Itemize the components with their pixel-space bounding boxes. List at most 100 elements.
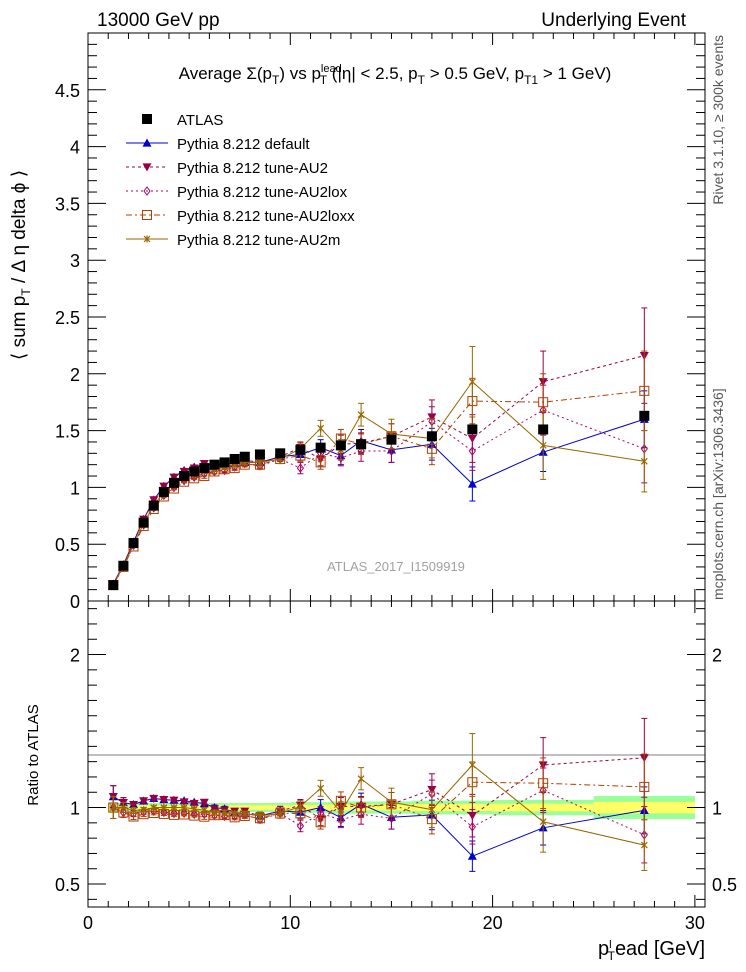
ratio-point (200, 806, 208, 814)
data-point (149, 496, 159, 505)
data-point (335, 440, 346, 451)
ratio-band-inner (229, 805, 240, 810)
ratio-point (109, 804, 117, 812)
ratio-series-AU2loxx (108, 753, 650, 835)
ratio-point (256, 812, 264, 820)
ratio-point (357, 775, 365, 783)
ratio-point (170, 804, 178, 812)
ratio-band-inner (239, 805, 250, 810)
ratio-y-axis-label: Ratio to ATLAS (25, 704, 42, 805)
ratio-y-tick-label: 2 (70, 646, 80, 666)
data-point (640, 457, 648, 465)
data-point (169, 473, 179, 482)
ratio-point (149, 794, 159, 803)
ratio-point (538, 778, 549, 789)
ratio-point (428, 806, 436, 814)
data-point (295, 444, 306, 455)
data-point (386, 434, 397, 445)
x-tick-label: 0 (83, 913, 93, 933)
data-point (296, 463, 305, 473)
ratio-point (337, 815, 345, 825)
ratio-point (639, 781, 650, 792)
ratio-point (160, 804, 168, 812)
data-point (538, 424, 549, 435)
data-point (467, 424, 478, 435)
ratio-series (108, 717, 650, 872)
data-point (468, 446, 476, 456)
data-point (356, 439, 367, 450)
legend-label: ATLAS (177, 112, 223, 129)
legend-item-AU2lox: Pythia 8.212 tune-AU2lox (126, 184, 348, 201)
legend-marker (143, 235, 151, 243)
data-point (467, 479, 477, 488)
ratio-point (129, 800, 139, 810)
data-point (239, 451, 250, 462)
data-point (158, 486, 169, 497)
data-point (148, 500, 159, 511)
ratio-point (150, 804, 158, 812)
data-point (209, 459, 220, 470)
series-ATLAS (108, 410, 650, 591)
ratio-y-tick-label-right: 0.5 (712, 875, 737, 895)
legend-item-AU2: Pythia 8.212 tune-AU2 (126, 160, 328, 177)
x-tick-label: 10 (280, 913, 300, 933)
ratio-point (139, 797, 149, 806)
tick-labels: 0 10 20 3000.511.522.533.544.50.5 0.51 12 2 (55, 81, 737, 933)
ratio-point (199, 798, 209, 807)
ratio-point (221, 809, 228, 817)
data-point (108, 580, 119, 591)
ratio-point (231, 810, 239, 818)
ratio-point (190, 805, 198, 813)
ratio-band-inner (249, 805, 271, 810)
data-point (199, 463, 210, 474)
header-left: 13000 GeV pp (97, 10, 220, 31)
y-tick-label: 2 (70, 365, 80, 385)
y-tick-label: 1 (70, 478, 80, 498)
series-line-AU2m (112, 381, 645, 586)
data-point (254, 449, 265, 460)
legend-marker (143, 186, 151, 196)
data-point (357, 411, 365, 419)
data-point (317, 424, 325, 432)
data-point (538, 397, 549, 408)
legend-marker (142, 114, 152, 124)
plot-title: Average Σ(pT) vs plead T (|η| < 2.5, pT >… (179, 63, 612, 87)
y-tick-label: 0 (70, 592, 80, 612)
ratio-point (337, 808, 345, 816)
data-point (337, 453, 345, 463)
data-point (275, 448, 286, 459)
data-point (219, 457, 230, 468)
y-tick-label: 3 (70, 251, 80, 271)
data-point (539, 441, 547, 449)
ratio-point (159, 795, 169, 805)
y-tick-label: 0.5 (55, 535, 80, 555)
data-point (179, 471, 190, 482)
ratio-point (467, 851, 477, 860)
data-point (315, 442, 326, 453)
legend-item-AU2loxx: Pythia 8.212 tune-AU2loxx (126, 208, 355, 225)
ratio-point (179, 798, 189, 807)
legend-label: Pythia 8.212 tune-AU2loxx (177, 208, 355, 225)
x-tick-label: 30 (685, 913, 705, 933)
ratio-point (388, 798, 395, 806)
header-right: Underlying Event (541, 10, 686, 31)
y-tick-label: 3.5 (55, 194, 80, 214)
ratio-y-tick-label-right: 1 (712, 799, 722, 819)
legend-marker (142, 210, 152, 220)
ratio-point (356, 802, 367, 813)
legend-item-default: Pythia 8.212 default (126, 136, 310, 153)
data-point (639, 410, 650, 421)
data-point (118, 560, 129, 571)
ratio-point (317, 784, 325, 792)
ratio-point (468, 761, 476, 769)
ratio-point (189, 799, 199, 809)
data-point (168, 477, 179, 488)
ratio-point (119, 804, 127, 812)
data-point (159, 482, 169, 491)
data-point (426, 431, 437, 442)
data-point (357, 446, 365, 456)
ratio-point (468, 821, 476, 832)
ratio-point (169, 796, 179, 805)
series-line-AU2loxx (112, 390, 645, 586)
